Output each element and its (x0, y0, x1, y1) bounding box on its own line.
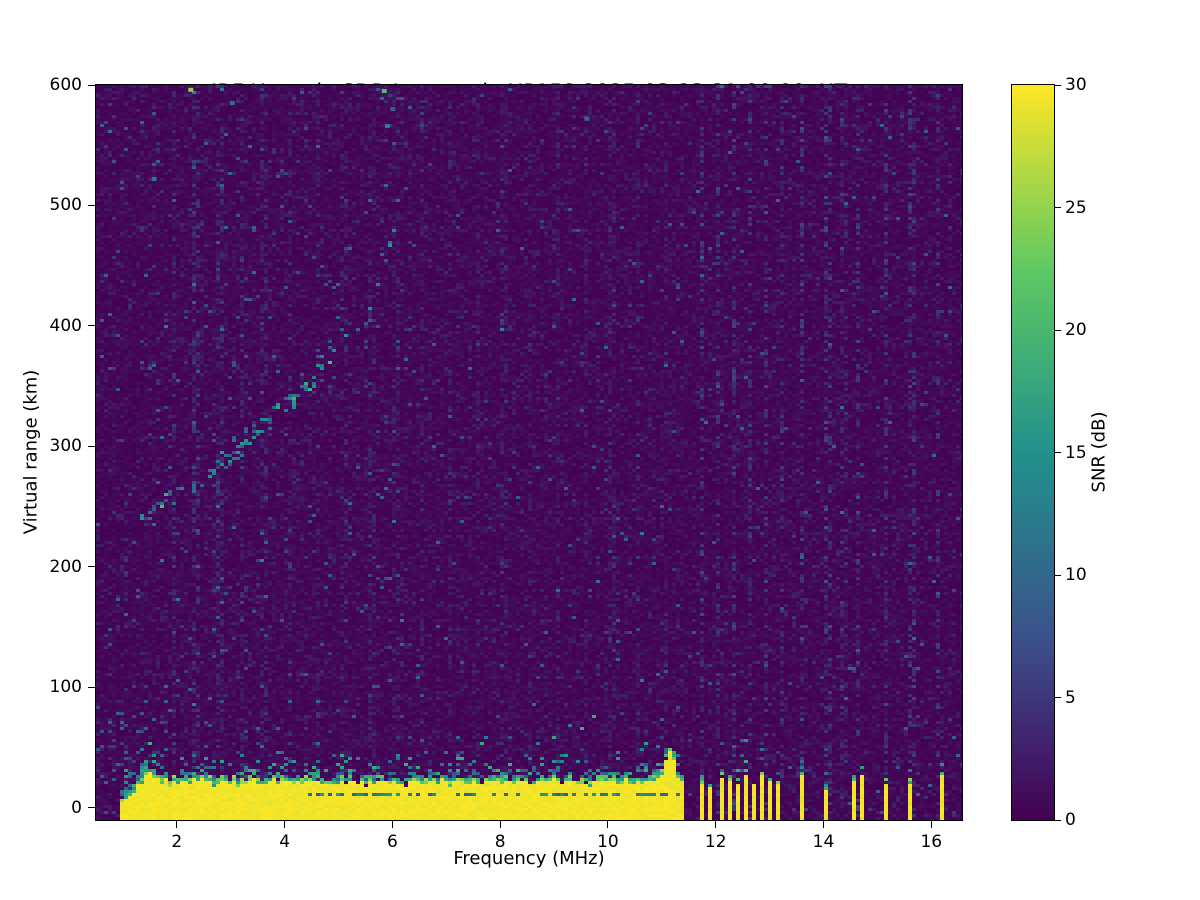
x-tick-label: 12 (704, 832, 727, 852)
colorbar-tick-label: 25 (1065, 197, 1087, 218)
y-tick-label: 0 (71, 797, 82, 818)
ionogram-heatmap (96, 85, 962, 820)
x-tick-mark (930, 821, 932, 828)
y-tick-label: 400 (49, 315, 82, 336)
y-tick-label: 100 (49, 677, 82, 698)
y-tick-mark (88, 566, 95, 568)
y-tick-mark (88, 445, 95, 447)
x-tick-mark (715, 821, 717, 828)
x-tick-mark (176, 821, 178, 828)
colorbar-tick-label: 0 (1065, 810, 1076, 830)
y-tick-mark (88, 325, 95, 327)
colorbar-tick-mark (1055, 452, 1061, 453)
x-tick-label: 14 (812, 832, 835, 852)
colorbar-tick-label: 15 (1065, 442, 1087, 463)
x-tick-mark (391, 821, 393, 828)
x-tick-mark (607, 821, 609, 828)
y-tick-mark (88, 686, 95, 688)
y-tick-label: 300 (49, 436, 82, 457)
x-axis-label: Frequency (MHz) (453, 848, 605, 869)
colorbar-gradient (1012, 85, 1054, 820)
colorbar-tick-mark (1055, 329, 1061, 331)
colorbar-tick-mark (1055, 574, 1061, 576)
x-tick-label: 4 (279, 832, 291, 852)
x-tick-label: 10 (597, 832, 619, 852)
y-tick-label: 600 (49, 75, 82, 95)
y-tick-mark (88, 84, 95, 86)
y-tick-mark (88, 807, 95, 809)
x-tick-mark (284, 821, 286, 828)
x-tick-label: 8 (494, 832, 506, 852)
y-tick-label: 200 (49, 556, 82, 577)
colorbar-tick-mark (1055, 697, 1061, 698)
colorbar-tick-label: 5 (1065, 687, 1076, 708)
colorbar-tick-label: 30 (1065, 75, 1087, 95)
y-tick-label: 500 (49, 195, 82, 216)
colorbar-tick-label: 20 (1065, 320, 1087, 340)
x-tick-mark (499, 821, 501, 828)
colorbar-tick-label: 10 (1065, 565, 1087, 585)
colorbar-tick-mark (1055, 819, 1061, 821)
x-tick-mark (823, 821, 824, 828)
colorbar-tick-mark (1055, 84, 1061, 86)
x-tick-label: 2 (171, 832, 183, 852)
colorbar-tick-mark (1055, 207, 1061, 208)
x-tick-label: 6 (386, 832, 398, 852)
y-tick-mark (88, 204, 95, 206)
x-tick-label: 16 (920, 832, 943, 852)
